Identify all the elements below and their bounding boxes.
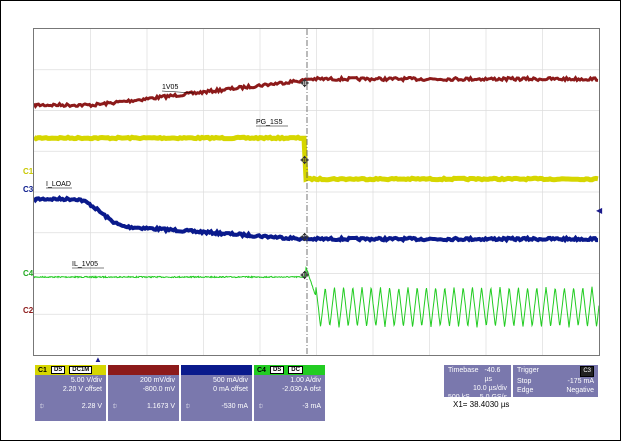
measure-icon: ⯐ <box>185 403 191 410</box>
channel-offset: 0 mA offset <box>213 386 248 393</box>
trigger-slope: Negative <box>566 387 594 394</box>
coupling-badge: DS <box>50 366 66 374</box>
measure-icon: ⯐ <box>112 403 118 410</box>
channel-offset: 2.20 V offset <box>62 386 102 393</box>
channel-name: C1 <box>38 366 47 374</box>
trigger-position-marker: ▲ <box>94 355 102 364</box>
trigger-level-marker: ◀ <box>596 206 603 215</box>
trigger-label: Trigger <box>517 367 539 374</box>
channel-name: C4 <box>257 366 266 374</box>
coupling-badge: DC <box>288 366 303 374</box>
channel-tag-c2: C2 <box>23 306 34 315</box>
label-iload: I_LOAD <box>46 181 71 188</box>
trace-labels: 1V05 PG_1S5 I_LOAD IL_1V05 <box>46 84 288 269</box>
channel-tag-c3: C3 <box>23 185 34 194</box>
trigger-type: Edge <box>517 387 534 394</box>
measure-icon: ⯐ <box>258 403 264 410</box>
waveform-traces <box>34 74 599 328</box>
channel-panel-4[interactable]: C4 DS DC 1.00 A/div -2.030 A ofst ⯐ -3 mA <box>254 365 325 421</box>
label-il1v05: IL_1V05 <box>72 261 98 268</box>
graticule <box>34 29 599 355</box>
timebase-div: 10.0 µs/div <box>473 385 507 392</box>
trigger-mode: Stop <box>517 378 532 385</box>
coupling-badge: DC1M <box>69 366 93 374</box>
cursor-readout: X1= 38.4030 µs <box>453 400 510 409</box>
cursor-markers: ✥ ✥ ✥ ✥ <box>300 29 309 355</box>
trace-1v05 <box>34 74 599 110</box>
oscilloscope-screen: 1V05 PG_1S5 I_LOAD IL_1V05 ✥ ✥ ✥ ✥ <box>33 28 600 356</box>
channel-reading: 2.28 V <box>81 403 102 410</box>
svg-text:✥: ✥ <box>300 270 309 282</box>
channel-panel-3[interactable]: 500 mA/div 0 mA offset ⯐ -530 mA <box>181 365 252 421</box>
timebase-panel[interactable]: Timebase -40.6 µs 10.0 µs/div 500 kS 5.0 G… <box>444 365 511 401</box>
trigger-level: -175 mA <box>567 378 594 385</box>
channel-reading: 1.1673 V <box>146 403 175 410</box>
timebase-label: Timebase <box>448 367 479 374</box>
svg-text:✥: ✥ <box>300 78 309 90</box>
channel-panel-1[interactable]: C1 DS DC1M 5.00 V/div 2.20 V offset ⯐ 2.28 V <box>35 365 106 421</box>
channel-scale: 5.00 V/div <box>70 377 102 384</box>
channel-tag-c1: C1 <box>23 167 34 176</box>
trigger-channel-badge: C3 <box>580 366 594 377</box>
channel-offset: -800.0 mV <box>142 386 175 393</box>
measure-icon: ⯐ <box>39 403 45 410</box>
svg-text:✥: ✥ <box>300 155 309 167</box>
coupling-badge: DS <box>269 366 285 374</box>
trace-pg1s5 <box>34 134 599 183</box>
channel-reading: -3 mA <box>302 403 321 410</box>
channel-scale: 1.00 A/div <box>290 377 321 384</box>
scope-display: 1V05 PG_1S5 I_LOAD IL_1V05 ✥ ✥ ✥ ✥ <box>34 29 599 355</box>
channel-reading: -530 mA <box>221 403 248 410</box>
trace-iload <box>34 194 599 244</box>
channel-scale: 200 mV/div <box>139 377 175 384</box>
timebase-offset: -40.6 µs <box>484 367 501 383</box>
label-pg1s5: PG_1S5 <box>256 119 283 126</box>
channel-offset: -2.030 A ofst <box>282 386 321 393</box>
timebase-samples: 500 kS <box>448 394 470 401</box>
label-1v05: 1V05 <box>162 84 178 91</box>
timebase-rate: 5.0 GS/s <box>479 394 507 401</box>
channel-panel-2[interactable]: 200 mV/div -800.0 mV ⯐ 1.1673 V <box>108 365 179 421</box>
trace-il1v05 <box>34 266 599 328</box>
channel-tag-c4: C4 <box>23 269 34 278</box>
svg-text:✥: ✥ <box>300 232 309 244</box>
trigger-panel[interactable]: Trigger C3 Stop -175 mA Edge Negative <box>513 365 598 397</box>
channel-scale: 500 mA/div <box>212 377 248 384</box>
